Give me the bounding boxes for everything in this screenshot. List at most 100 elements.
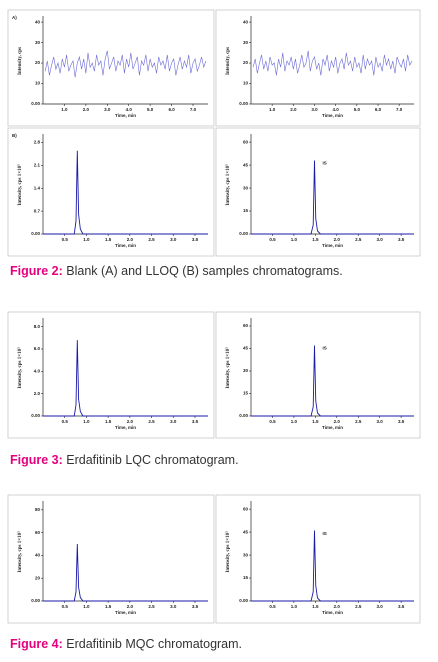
- y-tick-label: 0.00: [239, 598, 248, 603]
- y-tick-label: 30: [243, 552, 249, 557]
- x-tick-label: 1.0: [83, 419, 90, 424]
- x-tick-label: 3.0: [170, 237, 177, 242]
- y-tick-label: 10: [35, 81, 41, 86]
- peak-annotation: IS: [322, 161, 326, 166]
- y-axis-label: Intensity, cps 1×10³: [17, 347, 23, 389]
- trace: [43, 544, 208, 602]
- x-tick-label: 0.5: [269, 419, 276, 424]
- x-tick-label: 3.0: [377, 604, 384, 609]
- x-tick-label: 2.0: [127, 604, 134, 609]
- x-tick-label: 2.5: [148, 604, 155, 609]
- panel-frame: [7, 9, 215, 127]
- x-tick-label: 7.0: [190, 107, 197, 112]
- x-tick-label: 3.5: [398, 419, 405, 424]
- y-tick-label: 8.0: [34, 324, 41, 329]
- y-tick-label: 20: [35, 575, 41, 580]
- y-tick-label: 20: [243, 60, 249, 65]
- y-tick-label: 30: [243, 368, 249, 373]
- x-tick-label: 2.0: [127, 237, 134, 242]
- x-tick-label: 1.0: [291, 604, 298, 609]
- x-axis-label: Time, min: [322, 425, 343, 430]
- y-tick-label: 40: [243, 19, 249, 24]
- trace: [252, 50, 413, 76]
- x-axis-label: Time, min: [115, 425, 136, 430]
- x-tick-label: 1.0: [291, 419, 298, 424]
- caption-text: Erdafitinib MQC chromatogram.: [63, 637, 242, 651]
- x-tick-label: 0.5: [269, 237, 276, 242]
- x-tick-label: 1.0: [83, 604, 90, 609]
- y-axis-label: Intensity, cps 1×10³: [225, 164, 231, 206]
- y-tick-label: 0.00: [31, 413, 40, 418]
- x-tick-label: 0.5: [62, 419, 69, 424]
- panel-frame: [215, 311, 421, 439]
- y-tick-label: 30: [35, 40, 41, 45]
- y-tick-label: 0.00: [31, 231, 40, 236]
- x-tick-label: 3.5: [398, 604, 405, 609]
- caption-label: Figure 4:: [10, 637, 63, 651]
- y-tick-label: 0.00: [239, 231, 248, 236]
- x-tick-label: 2.0: [127, 419, 134, 424]
- x-tick-label: 4.0: [126, 107, 133, 112]
- y-tick-label: 1.4: [34, 185, 41, 190]
- y-tick-label: 0.00: [31, 101, 40, 106]
- y-axis-label: Intensity, cps 1×10³: [17, 531, 23, 573]
- y-axis-label: Intensity, cps: [18, 47, 23, 75]
- x-tick-label: 3.5: [192, 604, 199, 609]
- y-tick-label: 40: [35, 553, 41, 558]
- y-tick-label: 15: [243, 391, 249, 396]
- x-tick-label: 2.0: [290, 107, 297, 112]
- trace: [251, 160, 414, 235]
- x-axis-label: Time, min: [115, 243, 136, 248]
- x-axis-label: Time, min: [115, 113, 136, 118]
- panel-frame: [7, 494, 215, 624]
- x-tick-label: 5.0: [354, 107, 361, 112]
- x-tick-label: 3.0: [170, 604, 177, 609]
- x-tick-label: 2.5: [355, 419, 362, 424]
- trace: [251, 530, 414, 602]
- x-tick-label: 3.5: [192, 237, 199, 242]
- caption: Figure 2: Blank (A) and LLOQ (B) samples…: [10, 264, 343, 278]
- y-tick-label: 30: [243, 185, 249, 190]
- x-axis-label: Time, min: [322, 610, 343, 615]
- y-tick-label: 0.7: [34, 208, 41, 213]
- x-tick-label: 3.0: [170, 419, 177, 424]
- caption-label: Figure 2:: [10, 264, 63, 278]
- x-tick-label: 2.5: [355, 604, 362, 609]
- x-tick-label: 0.5: [269, 604, 276, 609]
- x-tick-label: 1.5: [105, 604, 112, 609]
- x-axis-label: Time, min: [115, 610, 136, 615]
- x-tick-label: 3.0: [104, 107, 111, 112]
- y-tick-label: 45: [243, 346, 249, 351]
- x-tick-label: 2.5: [148, 237, 155, 242]
- x-tick-label: 2.0: [334, 419, 341, 424]
- panel-frame: [7, 311, 215, 439]
- y-axis-label: Intensity, cps 1×10³: [17, 164, 23, 206]
- y-tick-label: 60: [243, 506, 249, 511]
- peak-annotation: IS: [322, 531, 326, 536]
- x-tick-label: 0.5: [62, 604, 69, 609]
- y-tick-label: 60: [243, 323, 249, 328]
- x-tick-label: 6.0: [168, 107, 175, 112]
- panel-frame: [7, 127, 215, 257]
- y-axis-label: Intensity, cps 1×10³: [225, 347, 231, 389]
- x-tick-label: 3.5: [192, 419, 199, 424]
- x-tick-label: 1.5: [312, 419, 319, 424]
- x-tick-label: 3.0: [311, 107, 318, 112]
- panel-label: B): [12, 133, 17, 138]
- x-tick-label: 1.5: [105, 237, 112, 242]
- x-tick-label: 2.0: [83, 107, 90, 112]
- caption: Figure 4: Erdafitinib MQC chromatogram.: [10, 637, 242, 651]
- caption: Figure 3: Erdafitinib LQC chromatogram.: [10, 453, 239, 467]
- x-tick-label: 2.5: [148, 419, 155, 424]
- x-tick-label: 0.5: [62, 237, 69, 242]
- y-tick-label: 2.0: [34, 391, 41, 396]
- x-tick-label: 1.0: [61, 107, 68, 112]
- x-tick-label: 2.0: [334, 604, 341, 609]
- panel-frame: [215, 9, 421, 127]
- x-tick-label: 1.0: [269, 107, 276, 112]
- y-tick-label: 45: [243, 529, 249, 534]
- y-tick-label: 2.1: [34, 163, 41, 168]
- y-tick-label: 60: [243, 139, 249, 144]
- trace: [43, 340, 208, 417]
